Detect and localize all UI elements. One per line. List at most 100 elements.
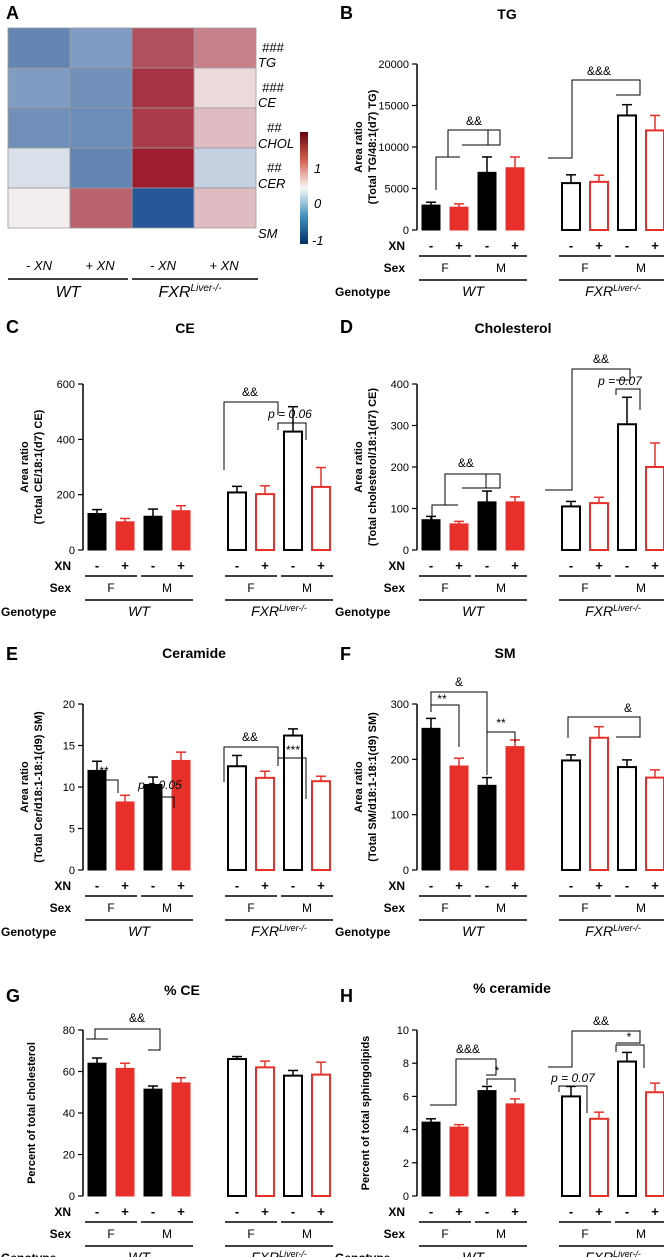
- annotation: **: [437, 692, 447, 706]
- xn-sign: -: [235, 558, 239, 573]
- y-axis-label: Area ratio (Total CE/18:1(d7) CE): [19, 409, 45, 524]
- xn-sign: -: [151, 1204, 155, 1219]
- genotype-row-label: Genotype: [1, 1251, 57, 1257]
- sex-label: F: [107, 901, 114, 915]
- xn-row-label: XN: [388, 1205, 405, 1219]
- genotype-label-wt: WT: [462, 1249, 485, 1257]
- sex-label: M: [496, 901, 506, 915]
- bar: [87, 1062, 107, 1197]
- panel-e: E Ceramide 0 5 10 15 20 Area ratio (Total Cer/…: [1, 644, 333, 939]
- bar: [449, 765, 469, 871]
- heatmap-cell: [193, 67, 257, 109]
- heatmap-cell: [7, 67, 71, 109]
- sex-row-label: Sex: [384, 901, 406, 915]
- xn-sign: +: [121, 1204, 129, 1219]
- y-tick-label: 20000: [378, 59, 409, 71]
- bar: [115, 521, 135, 551]
- chart-title: CE: [175, 320, 194, 336]
- bar: [87, 512, 107, 551]
- bar: [421, 1121, 441, 1197]
- heatmap-cell: [131, 187, 195, 229]
- heatmap-col-label: + XN: [209, 258, 239, 273]
- y-tick-label: 600: [57, 379, 75, 391]
- heatmap-cell: [7, 107, 71, 149]
- bar: [645, 1091, 664, 1197]
- genotype-row-label: Genotype: [1, 605, 57, 619]
- chart-title: % CE: [164, 982, 200, 998]
- bar: [589, 502, 609, 552]
- bar: [449, 523, 469, 551]
- y-tick-label: 8: [403, 1058, 409, 1070]
- y-tick-label: 10: [63, 782, 75, 794]
- heatmap-cell: [193, 147, 257, 189]
- y-tick-label: 0: [403, 1191, 409, 1203]
- panel-letter: H: [340, 986, 353, 1006]
- genotype-row-label: Genotype: [335, 605, 391, 619]
- xn-sign: -: [429, 878, 433, 893]
- heatmap-col-label: - XN: [26, 258, 53, 273]
- y-axis-label: Percent of total sphingolipids: [360, 1036, 372, 1191]
- heatmap-cell: [69, 67, 133, 109]
- sex-label: F: [441, 261, 448, 275]
- y-tick-label: 400: [391, 379, 409, 391]
- annotation: &&: [129, 1011, 145, 1025]
- y-tick-label: 15000: [378, 101, 409, 113]
- xn-sign: -: [151, 878, 155, 893]
- genotype-label-wt: WT: [462, 603, 485, 619]
- chart-title: Cholesterol: [474, 320, 551, 336]
- xn-sign: -: [95, 1204, 99, 1219]
- sex-label: M: [162, 901, 172, 915]
- sex-label: F: [247, 581, 254, 595]
- genotype-row-label: Genotype: [335, 285, 391, 299]
- heatmap-panel: A ### TG ### CE ## CHOL ## CER SM 1 0 -1: [6, 3, 324, 301]
- bar: [283, 430, 303, 551]
- heatmap-cell: [69, 27, 133, 69]
- sex-label: M: [636, 261, 646, 275]
- chart-annotations: & ** ** &: [430, 675, 641, 775]
- sex-label: M: [636, 1227, 646, 1241]
- sex-label: F: [247, 901, 254, 915]
- xn-sign: -: [569, 1204, 573, 1219]
- sex-label: M: [162, 581, 172, 595]
- xn-sign: +: [177, 878, 185, 893]
- xn-sign: -: [95, 878, 99, 893]
- heatmap-cell: [131, 147, 195, 189]
- bar: [227, 1058, 247, 1198]
- xn-sign: +: [317, 878, 325, 893]
- y-axis-label: Area ratio (Total SM/d18:1-18:1(d9) SM): [353, 712, 379, 862]
- bar: [477, 1090, 497, 1197]
- bar: [589, 736, 609, 872]
- chart-plot: 0 2 4 6 8 10 Percent of total sphingolipids XN -…: [335, 1025, 664, 1257]
- sex-label: M: [496, 261, 506, 275]
- bar: [449, 1126, 469, 1197]
- sex-row-label: Sex: [50, 1227, 72, 1241]
- xn-sign: -: [235, 1204, 239, 1219]
- xn-row-label: XN: [54, 559, 71, 573]
- heatmap-cell: [193, 107, 257, 149]
- sex-label: F: [247, 1227, 254, 1241]
- heatmap-row-label: CER: [258, 176, 285, 191]
- annotation: &&: [242, 730, 258, 744]
- annotation: p = 0.07: [597, 374, 643, 388]
- chart-annotations: && && p = 0.07: [431, 352, 643, 520]
- bar: [477, 501, 497, 551]
- bar: [505, 746, 525, 871]
- xn-sign: -: [485, 558, 489, 573]
- y-tick-label: 0: [403, 865, 409, 877]
- xn-sign: +: [261, 1204, 269, 1219]
- bar: [311, 780, 331, 871]
- bar: [421, 727, 441, 871]
- bar: [171, 1082, 191, 1197]
- panel-letter: G: [6, 986, 20, 1006]
- xn-row-label: XN: [388, 879, 405, 893]
- xn-sign: +: [455, 238, 463, 253]
- xn-sign: +: [511, 558, 519, 573]
- chart-plot: 0 5000 10000 15000 20000 Area ratio (Total TG/…: [335, 59, 664, 299]
- xn-sign: -: [625, 1204, 629, 1219]
- y-axis-label: Area ratio (Total TG/48:1(d7) TG): [353, 89, 379, 204]
- xn-sign: +: [455, 878, 463, 893]
- y-tick-label: 2: [403, 1158, 409, 1170]
- xn-sign: -: [625, 878, 629, 893]
- annotation: &&: [593, 352, 609, 366]
